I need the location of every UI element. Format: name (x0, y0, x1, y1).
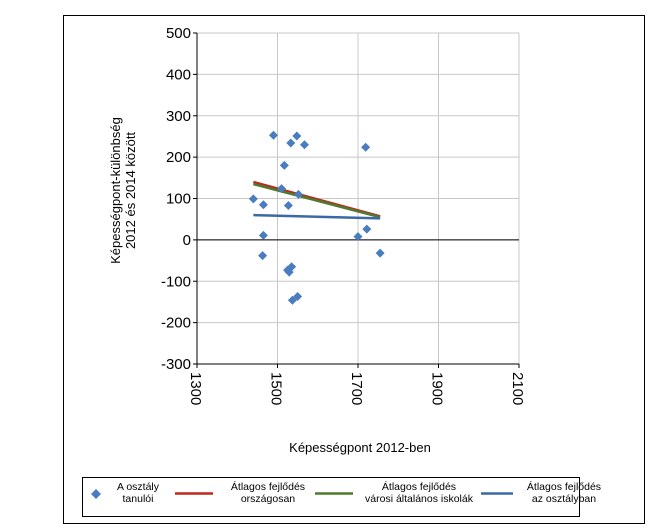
legend-label-national: Átlagos fejlődés országosan (219, 481, 317, 505)
x-tick-label: 1500 (268, 372, 285, 405)
y-tick-label: 200 (166, 149, 191, 166)
x-tick-label: 1700 (348, 372, 365, 405)
y-tick-label: 400 (166, 66, 191, 83)
y-axis-label-line2: 2012 és 2014 között (123, 132, 138, 249)
legend-label-class: Átlagos fejlődés az osztályban (517, 481, 611, 505)
data-point (284, 201, 293, 210)
data-point (280, 161, 289, 170)
y-tick-label: -300 (161, 356, 191, 373)
data-point (259, 231, 268, 240)
data-point (258, 251, 267, 260)
green-line-icon (315, 492, 353, 495)
red-line-icon (175, 492, 213, 495)
trend-line-3 (253, 215, 380, 218)
x-tick-label: 1900 (429, 372, 446, 405)
trend-line-2 (253, 184, 380, 217)
data-point (249, 194, 258, 203)
y-tick-label: 500 (166, 25, 191, 42)
data-point (269, 131, 278, 140)
x-tick-label: 2100 (509, 372, 526, 405)
y-tick-label: 0 (183, 232, 191, 249)
y-tick-label: 300 (166, 108, 191, 125)
legend-label-students: A osztály tanulói (107, 481, 169, 505)
y-tick-label: 100 (166, 191, 191, 208)
diamond-marker-icon (91, 489, 101, 499)
data-point (286, 139, 295, 148)
y-axis-label-line1: Képességpont-különbség (108, 117, 123, 264)
data-point (300, 140, 309, 149)
y-tick-label: -200 (161, 315, 191, 332)
grid-lines (197, 33, 519, 364)
data-point (259, 200, 268, 209)
data-point (362, 225, 371, 234)
legend: A osztály tanulói Átlagos fejlődés orszá… (82, 477, 580, 517)
x-axis-label: Képességpont 2012-ben (289, 440, 431, 455)
data-point (376, 249, 385, 258)
legend-label-city-schools: Átlagos fejlődés városi általános iskolá… (355, 481, 483, 505)
data-point (361, 143, 370, 152)
data-point (292, 132, 301, 141)
x-tick-label: 1300 (187, 372, 204, 405)
blue-line-icon (481, 492, 513, 495)
y-tick-label: -100 (161, 273, 191, 290)
